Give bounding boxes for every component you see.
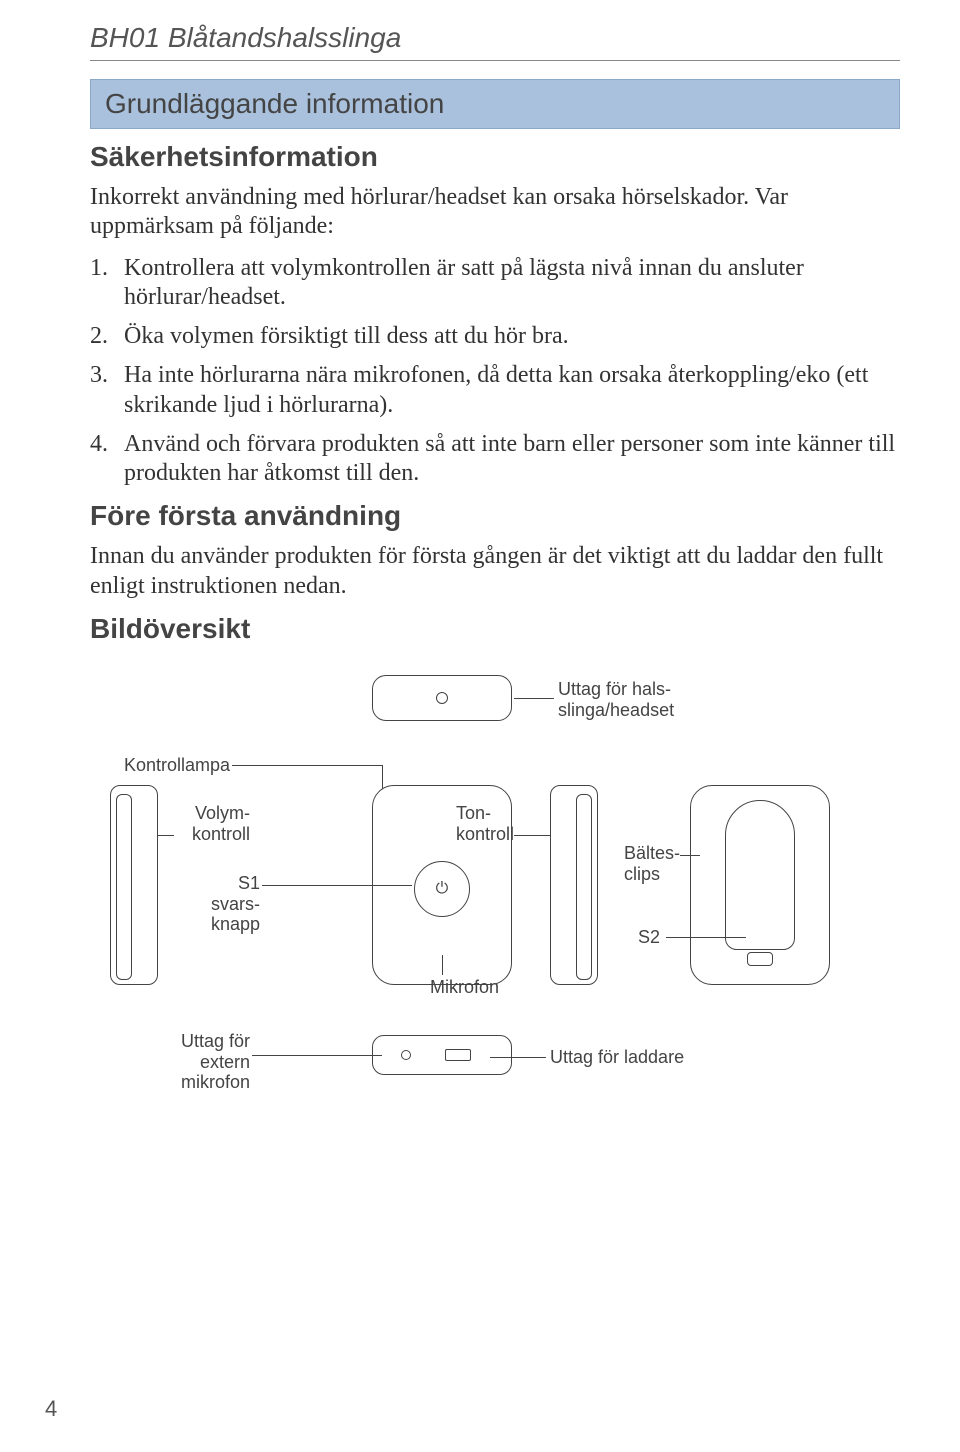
safety-item: Öka volymen försiktigt till dess att du … xyxy=(90,322,900,351)
lead-line xyxy=(232,765,382,766)
lead-line xyxy=(514,835,550,836)
before-use-heading: Före första användning xyxy=(90,500,900,532)
safety-intro: Inkorrekt användning med hörlurar/headse… xyxy=(90,183,900,242)
overview-diagram: ⏻ Uttag för hals- slinga/headset Kontrol… xyxy=(90,675,890,1115)
lead-line xyxy=(382,765,383,789)
lead-line xyxy=(442,955,443,975)
label-s1: S1 svars- knapp xyxy=(190,873,260,935)
device-bottom-view xyxy=(372,1035,512,1075)
label-volume: Volym- kontroll xyxy=(170,803,250,844)
device-side-left xyxy=(110,785,158,985)
lead-line xyxy=(680,855,700,856)
safety-list: Kontrollera att volymkontrollen är satt … xyxy=(90,254,900,489)
label-belt-clip: Bältes- clips xyxy=(624,843,680,884)
safety-item: Kontrollera att volymkontrollen är satt … xyxy=(90,254,900,313)
page-number: 4 xyxy=(45,1396,57,1422)
page-header-title: BH01 Blåtandshalsslinga xyxy=(90,22,900,54)
label-headset-jack: Uttag för hals- slinga/headset xyxy=(558,679,674,720)
lead-line xyxy=(490,1057,546,1058)
lead-line xyxy=(158,835,174,836)
lead-line xyxy=(666,937,746,938)
section-banner: Grundläggande information xyxy=(90,79,900,129)
safety-heading: Säkerhetsinformation xyxy=(90,141,900,173)
lead-line xyxy=(252,1055,382,1056)
lead-line xyxy=(514,698,554,699)
label-mic: Mikrofon xyxy=(430,977,499,998)
label-indicator: Kontrollampa xyxy=(110,755,230,776)
belt-clip-shape xyxy=(725,800,795,950)
device-back-view xyxy=(690,785,830,985)
s2-switch-shape xyxy=(747,952,773,966)
power-icon: ⏻ xyxy=(436,880,449,898)
lead-line xyxy=(262,885,412,886)
safety-item: Använd och förvara produkten så att inte… xyxy=(90,430,900,489)
label-tone: Ton- kontroll xyxy=(456,803,514,844)
device-top-view xyxy=(372,675,512,721)
label-s2: S2 xyxy=(638,927,660,948)
device-side-right xyxy=(550,785,598,985)
label-ext-mic: Uttag för extern mikrofon xyxy=(150,1031,250,1093)
before-use-body: Innan du använder produkten för första g… xyxy=(90,542,900,601)
overview-heading: Bildöversikt xyxy=(90,613,900,645)
header-rule xyxy=(90,60,900,61)
safety-item: Ha inte hörlurarna nära mikrofonen, då d… xyxy=(90,361,900,420)
label-charger: Uttag för laddare xyxy=(550,1047,684,1068)
